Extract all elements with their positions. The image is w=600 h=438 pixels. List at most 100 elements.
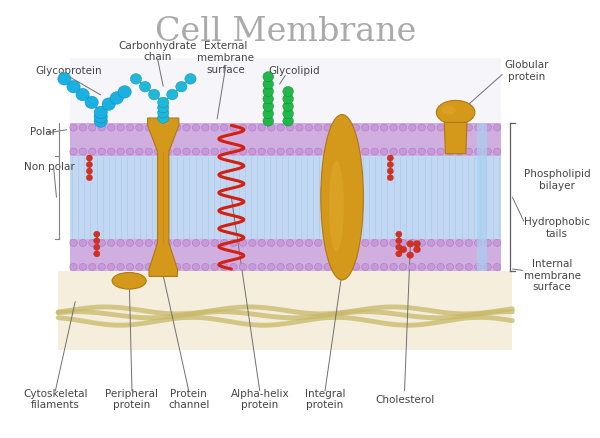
Ellipse shape (192, 148, 200, 155)
Ellipse shape (387, 175, 394, 181)
Ellipse shape (239, 240, 247, 247)
Ellipse shape (362, 240, 369, 247)
Ellipse shape (418, 263, 425, 270)
Ellipse shape (183, 124, 190, 131)
Ellipse shape (268, 240, 275, 247)
Polygon shape (148, 118, 179, 276)
Ellipse shape (277, 124, 284, 131)
Ellipse shape (130, 74, 142, 84)
Polygon shape (70, 156, 501, 239)
Ellipse shape (139, 81, 151, 92)
Ellipse shape (248, 124, 256, 131)
Ellipse shape (185, 74, 196, 84)
Ellipse shape (283, 101, 293, 111)
Ellipse shape (263, 101, 274, 111)
Ellipse shape (436, 100, 475, 124)
Ellipse shape (465, 148, 473, 155)
Ellipse shape (305, 148, 313, 155)
Text: External
membrane
surface: External membrane surface (197, 41, 254, 74)
Ellipse shape (183, 263, 190, 270)
Text: Polar: Polar (30, 127, 56, 137)
Ellipse shape (475, 263, 482, 270)
Ellipse shape (324, 263, 331, 270)
Ellipse shape (324, 240, 331, 247)
Ellipse shape (286, 148, 293, 155)
Ellipse shape (136, 148, 143, 155)
Ellipse shape (149, 89, 160, 100)
Ellipse shape (183, 148, 190, 155)
Ellipse shape (107, 240, 115, 247)
Ellipse shape (263, 86, 274, 96)
Ellipse shape (86, 155, 92, 161)
Ellipse shape (211, 263, 218, 270)
Ellipse shape (211, 124, 218, 131)
Ellipse shape (89, 148, 96, 155)
Ellipse shape (427, 263, 435, 270)
Ellipse shape (158, 102, 169, 113)
Text: Hydrophobic
tails: Hydrophobic tails (524, 217, 590, 239)
Ellipse shape (456, 263, 463, 270)
Ellipse shape (248, 148, 256, 155)
Ellipse shape (263, 116, 274, 126)
Ellipse shape (305, 263, 313, 270)
Ellipse shape (268, 263, 275, 270)
Ellipse shape (475, 148, 482, 155)
Ellipse shape (220, 124, 228, 131)
Ellipse shape (263, 109, 274, 119)
Ellipse shape (94, 244, 100, 251)
Polygon shape (477, 123, 487, 271)
Ellipse shape (371, 124, 379, 131)
Ellipse shape (329, 160, 344, 251)
Text: Alpha-helix
protein: Alpha-helix protein (230, 389, 289, 410)
Ellipse shape (220, 148, 228, 155)
Ellipse shape (456, 148, 463, 155)
Ellipse shape (296, 240, 303, 247)
Ellipse shape (305, 240, 313, 247)
Ellipse shape (334, 148, 341, 155)
Ellipse shape (324, 148, 331, 155)
Ellipse shape (314, 124, 322, 131)
Ellipse shape (387, 155, 394, 161)
Text: Internal
membrane
surface: Internal membrane surface (524, 259, 581, 292)
Ellipse shape (211, 148, 218, 155)
Ellipse shape (107, 124, 115, 131)
Ellipse shape (136, 263, 143, 270)
Ellipse shape (173, 148, 181, 155)
Ellipse shape (58, 73, 71, 85)
Ellipse shape (407, 252, 413, 258)
Ellipse shape (98, 148, 106, 155)
Ellipse shape (493, 240, 501, 247)
Ellipse shape (334, 240, 341, 247)
Ellipse shape (155, 124, 162, 131)
Ellipse shape (145, 240, 152, 247)
Ellipse shape (107, 148, 115, 155)
Ellipse shape (427, 124, 435, 131)
Ellipse shape (390, 124, 397, 131)
Ellipse shape (283, 86, 293, 96)
Ellipse shape (192, 124, 200, 131)
Ellipse shape (258, 263, 265, 270)
Ellipse shape (362, 148, 369, 155)
Ellipse shape (380, 263, 388, 270)
Ellipse shape (136, 240, 143, 247)
Ellipse shape (396, 238, 402, 244)
Ellipse shape (85, 96, 98, 109)
Ellipse shape (263, 79, 274, 89)
Ellipse shape (239, 124, 247, 131)
Ellipse shape (343, 124, 350, 131)
Ellipse shape (112, 272, 146, 289)
Ellipse shape (407, 240, 413, 247)
Ellipse shape (484, 124, 491, 131)
Ellipse shape (314, 148, 322, 155)
Ellipse shape (94, 106, 107, 119)
Ellipse shape (89, 263, 96, 270)
Ellipse shape (324, 124, 331, 131)
Ellipse shape (362, 124, 369, 131)
Ellipse shape (475, 124, 482, 131)
Ellipse shape (202, 148, 209, 155)
Ellipse shape (484, 240, 491, 247)
Ellipse shape (456, 124, 463, 131)
Ellipse shape (86, 162, 92, 168)
Ellipse shape (145, 263, 152, 270)
Text: Integral
protein: Integral protein (305, 389, 345, 410)
